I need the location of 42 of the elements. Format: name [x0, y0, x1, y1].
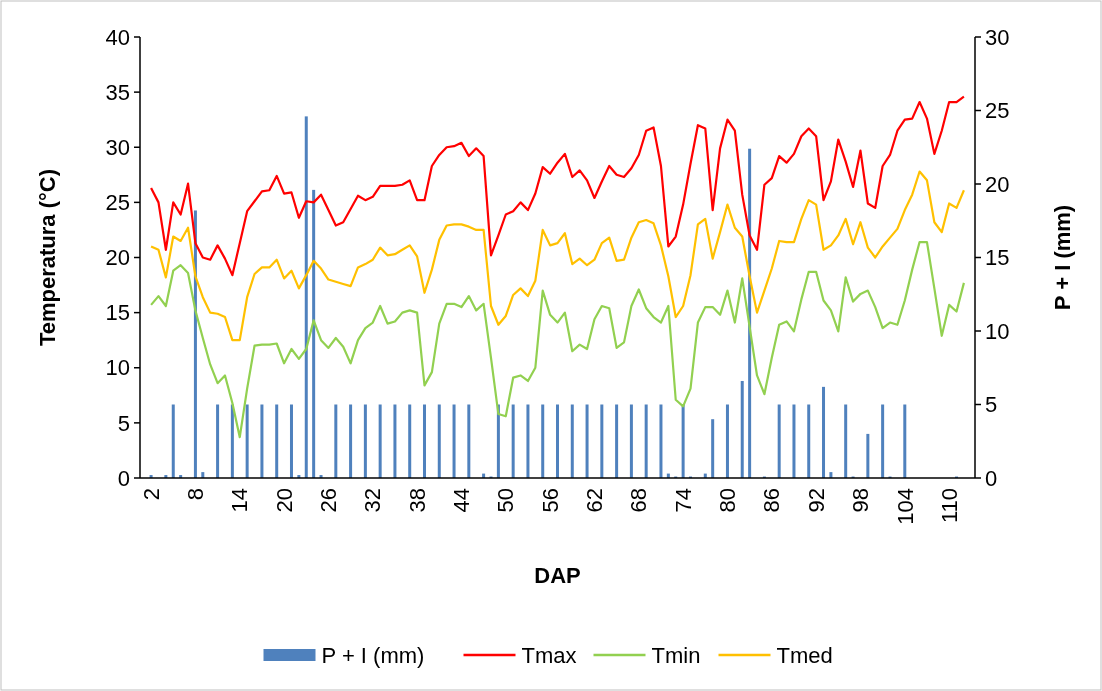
x-tick-label: 44 [449, 488, 475, 513]
x-tick-label: 32 [360, 488, 386, 513]
y-tick-label: 5 [117, 410, 130, 436]
x-tick-label: 62 [582, 488, 608, 513]
legend-label: P + I (mm) [321, 642, 425, 668]
x-tick-label: 2 [138, 488, 164, 501]
legend-label: Tmax [521, 642, 577, 668]
y-tick-label: 0 [117, 465, 130, 491]
y-tick-label: 30 [105, 134, 130, 160]
x-tick-label: 14 [227, 488, 253, 513]
y2-tick-label: 15 [985, 245, 1010, 271]
legend-label: Tmed [776, 642, 833, 668]
y-tick-label: 35 [105, 79, 130, 105]
y-tick-label: 40 [105, 24, 130, 50]
y-tick-label: 25 [105, 190, 130, 216]
y2-tick-label: 25 [985, 98, 1010, 124]
legend-label: Tmin [651, 642, 701, 668]
y2-tick-label: 0 [985, 465, 998, 491]
y-tick-label: 20 [105, 245, 130, 271]
x-tick-label: 80 [715, 488, 741, 513]
x-tick-label: 74 [670, 488, 696, 513]
x-tick-label: 104 [892, 488, 918, 525]
x-tick-label: 8 [183, 488, 209, 501]
x-tick-label: 92 [803, 488, 829, 513]
y2-tick-label: 30 [985, 24, 1010, 50]
x-tick-label: 26 [316, 488, 342, 513]
x-axis-title: DAP [534, 563, 581, 588]
x-tick-label: 68 [626, 488, 652, 513]
y2-tick-label: 20 [985, 171, 1010, 197]
x-tick-label: 98 [848, 488, 874, 513]
y2-tick-label: 10 [985, 318, 1010, 344]
y-tick-label: 15 [105, 300, 130, 326]
x-tick-label: 56 [537, 488, 563, 513]
x-tick-label: 20 [271, 488, 297, 513]
x-tick-label: 38 [404, 488, 430, 513]
y2-tick-label: 5 [985, 392, 998, 418]
x-tick-label: 110 [936, 488, 962, 524]
x-tick-label: 86 [759, 488, 785, 513]
y-axis-title: Temperatura (°C) [35, 168, 60, 347]
y2-axis-title: P + I (mm) [1050, 204, 1075, 311]
y-tick-label: 10 [105, 355, 130, 381]
x-tick-label: 50 [493, 488, 519, 513]
